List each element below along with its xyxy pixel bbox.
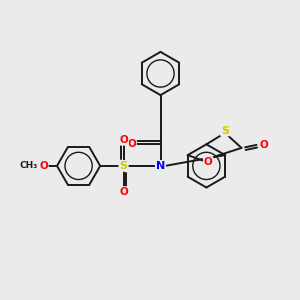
- Text: O: O: [204, 157, 212, 167]
- Text: O: O: [119, 187, 128, 197]
- Text: S: S: [120, 161, 128, 171]
- Text: O: O: [119, 135, 128, 145]
- Text: O: O: [259, 140, 268, 150]
- Text: S: S: [221, 125, 229, 136]
- Text: O: O: [39, 161, 48, 171]
- Text: CH₃: CH₃: [19, 161, 37, 170]
- Text: N: N: [156, 161, 165, 171]
- Text: O: O: [127, 139, 136, 149]
